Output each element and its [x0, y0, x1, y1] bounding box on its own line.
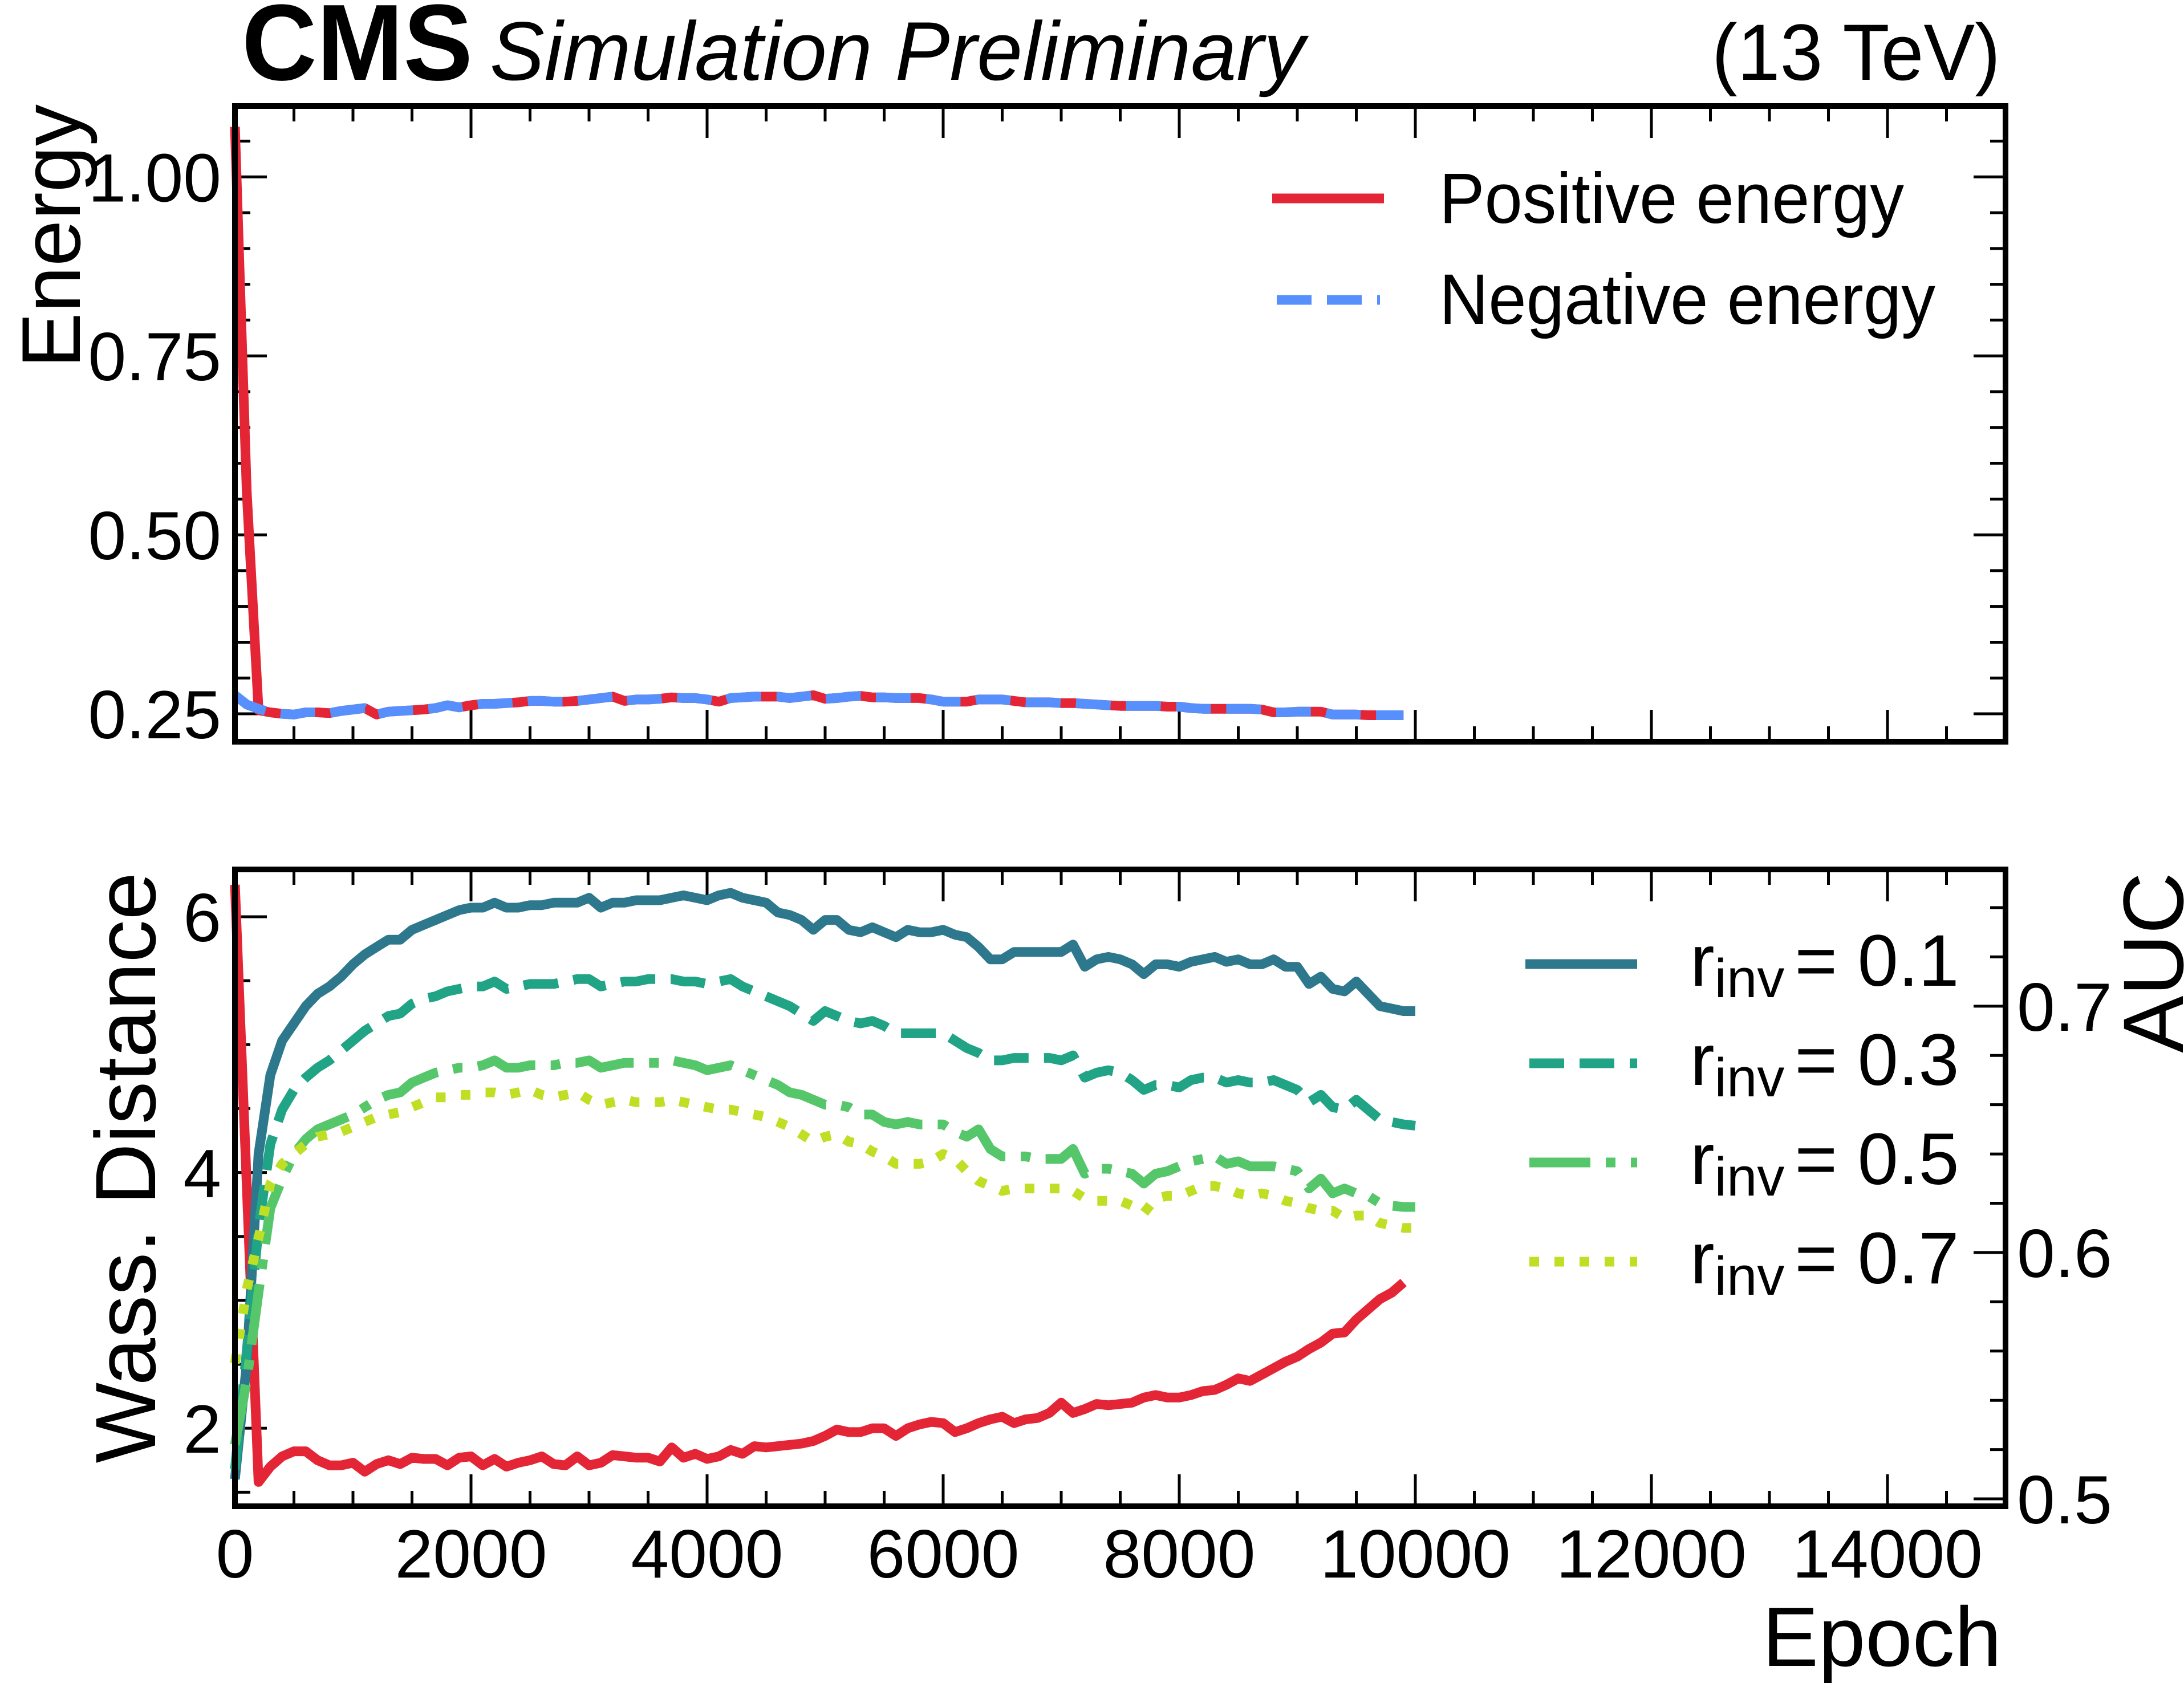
legend-item-negative-energy: Negative energy — [1277, 260, 1935, 339]
y-right-tick-label: 0.5 — [2017, 1462, 2112, 1538]
legend-label-rinv-0-1: rinv = 0.1 — [1690, 920, 1959, 1009]
distance-auc-panel-frame — [232, 867, 2008, 1509]
y-right-tick-label: 0.6 — [2017, 1216, 2112, 1292]
distance-auc-panel-lines — [230, 884, 1416, 1487]
y-tick-label: 4 — [183, 1136, 221, 1212]
x-tick-label: 8000 — [1103, 1516, 1256, 1592]
status-label: Simulation Preliminary — [490, 5, 1309, 97]
x-tick-label: 12000 — [1556, 1516, 1747, 1592]
legend-subscript: inv — [1715, 1246, 1785, 1307]
legend-subscript: inv — [1715, 1147, 1785, 1208]
legend-symbol: r — [1690, 1218, 1715, 1299]
series-line-negative-energy — [232, 690, 1404, 720]
y-tick-label: 0.50 — [88, 498, 221, 574]
energy-y-tick-labels: 0.25 0.50 0.75 1.00 — [88, 140, 221, 753]
x-tick-label: 2000 — [395, 1516, 547, 1592]
auc-y-tick-labels: 0.5 0.6 0.7 — [2017, 969, 2112, 1538]
energy-panel: 0.25 0.50 0.75 1.00 Energy Positive energy … — [5, 103, 2008, 753]
legend-subscript: inv — [1715, 948, 1785, 1009]
series-line-rinv-0-5 — [230, 1055, 1415, 1446]
experiment-label: CMS — [242, 0, 473, 103]
legend-value: = 0.1 — [1795, 920, 1959, 1002]
legend-item-rinv-0-5: rinv = 0.5 — [1529, 1119, 1959, 1208]
energy-label: (13 TeV) — [1712, 7, 2000, 97]
energy-panel-lines — [230, 127, 1404, 720]
energy-panel-frame — [232, 103, 2008, 745]
x-tick-label: 6000 — [867, 1516, 1020, 1592]
wass-y-tick-labels: 2 4 6 — [183, 880, 221, 1467]
series-line-wass-distance — [230, 884, 1407, 1487]
legend-value: = 0.5 — [1795, 1119, 1959, 1200]
legend-subscript: inv — [1715, 1047, 1785, 1108]
x-tick-label: 10000 — [1320, 1516, 1511, 1592]
y-tick-label: 0.75 — [88, 319, 221, 395]
series-line-rinv-0-1 — [230, 888, 1415, 1480]
wass-distance-axis-label: Wass. Distance — [78, 872, 173, 1463]
legend-symbol: r — [1690, 1019, 1715, 1101]
legend-symbol: r — [1690, 920, 1715, 1002]
legend-value: = 0.3 — [1795, 1019, 1959, 1101]
legend-item-rinv-0-3: rinv = 0.3 — [1529, 1019, 1959, 1108]
distance-auc-panel: 2 4 6 0.5 0.6 0.7 0 2000 4000 6000 8000 10000 1200… — [78, 867, 2184, 1683]
legend-item-rinv-0-7: rinv = 0.7 — [1529, 1218, 1959, 1307]
y-tick-label: 2 — [183, 1391, 221, 1467]
y-right-tick-label: 0.7 — [2017, 969, 2112, 1046]
legend-label-negative-energy: Negative energy — [1439, 260, 1935, 339]
legend-item-rinv-0-1: rinv = 0.1 — [1525, 920, 1959, 1009]
series-line-rinv-0-7 — [230, 1085, 1415, 1364]
legend-symbol: r — [1690, 1119, 1715, 1200]
series-line-rinv-0-3 — [230, 974, 1416, 1470]
y-tick-label: 0.25 — [88, 677, 221, 753]
legend-label-rinv-0-7: rinv = 0.7 — [1690, 1218, 1959, 1307]
energy-axis-label: Energy — [5, 104, 98, 368]
legend-label-positive-energy: Positive energy — [1439, 159, 1904, 238]
series-line-positive-energy — [230, 127, 1404, 720]
y-tick-label: 6 — [183, 880, 221, 956]
legend-item-positive-energy: Positive energy — [1272, 159, 1904, 238]
x-tick-label: 0 — [216, 1516, 254, 1592]
energy-legend: Positive energy Negative energy — [1272, 159, 1935, 339]
legend-value: = 0.7 — [1795, 1218, 1959, 1299]
y-tick-label: 1.00 — [88, 140, 221, 216]
legend-label-rinv-0-5: rinv = 0.5 — [1690, 1119, 1959, 1208]
epoch-x-tick-labels: 0 2000 4000 6000 8000 10000 12000 14000 — [216, 1516, 1983, 1592]
legend-label-rinv-0-3: rinv = 0.3 — [1690, 1019, 1959, 1108]
auc-axis-label: AUC — [2105, 872, 2184, 1053]
x-tick-label: 4000 — [631, 1516, 784, 1592]
epoch-axis-label: Epoch — [1762, 1590, 2002, 1683]
x-tick-label: 14000 — [1792, 1516, 1983, 1592]
